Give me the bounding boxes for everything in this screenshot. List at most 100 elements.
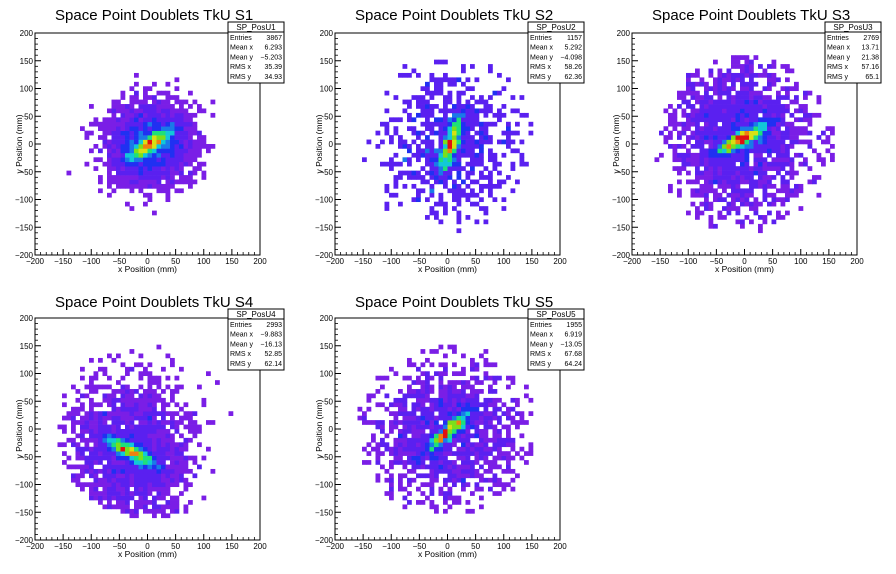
histogram-cell	[438, 402, 444, 408]
histogram-cell	[429, 130, 435, 136]
histogram-cell	[129, 393, 135, 399]
histogram-cell	[192, 148, 198, 154]
histogram-cell	[80, 451, 85, 456]
histogram-cell	[84, 468, 90, 474]
histogram-cell	[102, 411, 108, 416]
histogram-cell	[767, 161, 772, 167]
histogram-cell	[686, 104, 691, 109]
histogram-cell	[107, 393, 112, 399]
histogram-cell	[134, 121, 139, 127]
histogram-cell	[402, 437, 408, 443]
histogram-cell	[461, 437, 466, 443]
histogram-cell	[771, 144, 777, 149]
histogram-cell	[731, 72, 736, 78]
histogram-cell	[188, 148, 193, 154]
histogram-cell	[138, 148, 144, 154]
histogram-cell	[438, 59, 444, 65]
histogram-cell	[174, 144, 180, 149]
histogram-cell	[170, 112, 175, 118]
histogram-cell	[138, 420, 144, 425]
histogram-cell	[465, 393, 471, 399]
histogram-cell	[120, 104, 126, 109]
histogram-cell	[713, 121, 718, 127]
histogram-cell	[438, 90, 444, 96]
histogram-cell	[785, 161, 790, 167]
histogram-cell	[134, 170, 139, 176]
histogram-cell	[452, 397, 457, 403]
histogram-cell	[116, 148, 121, 154]
histogram-cell	[443, 366, 448, 372]
x-tick-label: 0	[145, 542, 150, 551]
histogram-cell	[515, 411, 520, 416]
histogram-cell	[125, 108, 130, 114]
histogram-cell	[479, 197, 484, 203]
histogram-cell	[452, 112, 457, 118]
histogram-cell	[179, 406, 184, 412]
histogram-cell	[456, 389, 462, 394]
histogram-cell	[434, 437, 439, 443]
histogram-cell	[429, 411, 435, 416]
histogram-cell	[821, 157, 826, 163]
histogram-cell	[407, 170, 412, 176]
histogram-cell	[188, 144, 193, 149]
histogram-cell	[803, 112, 808, 118]
histogram-cell	[89, 130, 94, 136]
histogram-cell	[116, 139, 121, 145]
histogram-cell	[84, 130, 90, 136]
x-tick-label: −50	[113, 542, 127, 551]
histogram-cell	[393, 95, 399, 100]
histogram-cell	[165, 411, 171, 416]
histogram-cell	[479, 464, 484, 470]
histogram-cell	[456, 424, 462, 430]
histogram-cell	[731, 86, 736, 92]
histogram-cell	[443, 210, 448, 216]
histogram-cell	[699, 77, 705, 83]
histogram-cell	[438, 380, 444, 385]
histogram-cell	[188, 170, 193, 176]
x-tick-label: 50	[471, 257, 480, 266]
histogram-cell	[201, 175, 207, 180]
histogram-cell	[470, 64, 475, 69]
histogram-cell	[134, 491, 139, 496]
histogram-cell	[143, 130, 148, 136]
histogram-cell	[794, 152, 799, 158]
histogram-cell	[776, 139, 781, 145]
histogram-cell	[429, 415, 435, 421]
histogram-cell	[147, 464, 153, 470]
histogram-cell	[197, 130, 202, 136]
histogram-cell	[407, 482, 412, 488]
histogram-cell	[749, 126, 754, 131]
histogram-cell	[497, 375, 502, 381]
histogram-cell	[174, 500, 180, 505]
histogram-cell	[767, 72, 772, 78]
x-axis-label: x Position (mm)	[118, 264, 177, 274]
histogram-cell	[776, 126, 781, 131]
histogram-cell	[434, 175, 439, 180]
histogram-cell	[722, 152, 727, 158]
histogram-cell	[152, 112, 157, 118]
histogram-cell	[789, 161, 795, 167]
histogram-cell	[120, 95, 126, 100]
histogram-cell	[465, 508, 471, 514]
x-tick-label: 50	[471, 542, 480, 551]
histogram-cell	[461, 455, 466, 461]
histogram-cell	[479, 157, 484, 163]
histogram-cell	[434, 415, 439, 421]
histogram-cell	[147, 371, 153, 377]
histogram-cell	[165, 157, 171, 163]
histogram-cell	[717, 179, 723, 185]
histogram-cell	[407, 144, 412, 149]
histogram-cell	[492, 161, 498, 167]
histogram-cell	[708, 223, 714, 229]
histogram-cell	[713, 130, 718, 136]
histogram-cell	[125, 424, 130, 430]
histogram-cell	[771, 161, 777, 167]
histogram-cell	[474, 161, 480, 167]
x-tick-label: 200	[553, 257, 567, 266]
y-tick-label: 50	[621, 112, 630, 121]
histogram-cell	[677, 152, 682, 158]
histogram-cell	[443, 144, 448, 149]
histogram-cell	[179, 144, 184, 149]
histogram-cell	[384, 183, 390, 189]
histogram-cell	[398, 429, 403, 434]
